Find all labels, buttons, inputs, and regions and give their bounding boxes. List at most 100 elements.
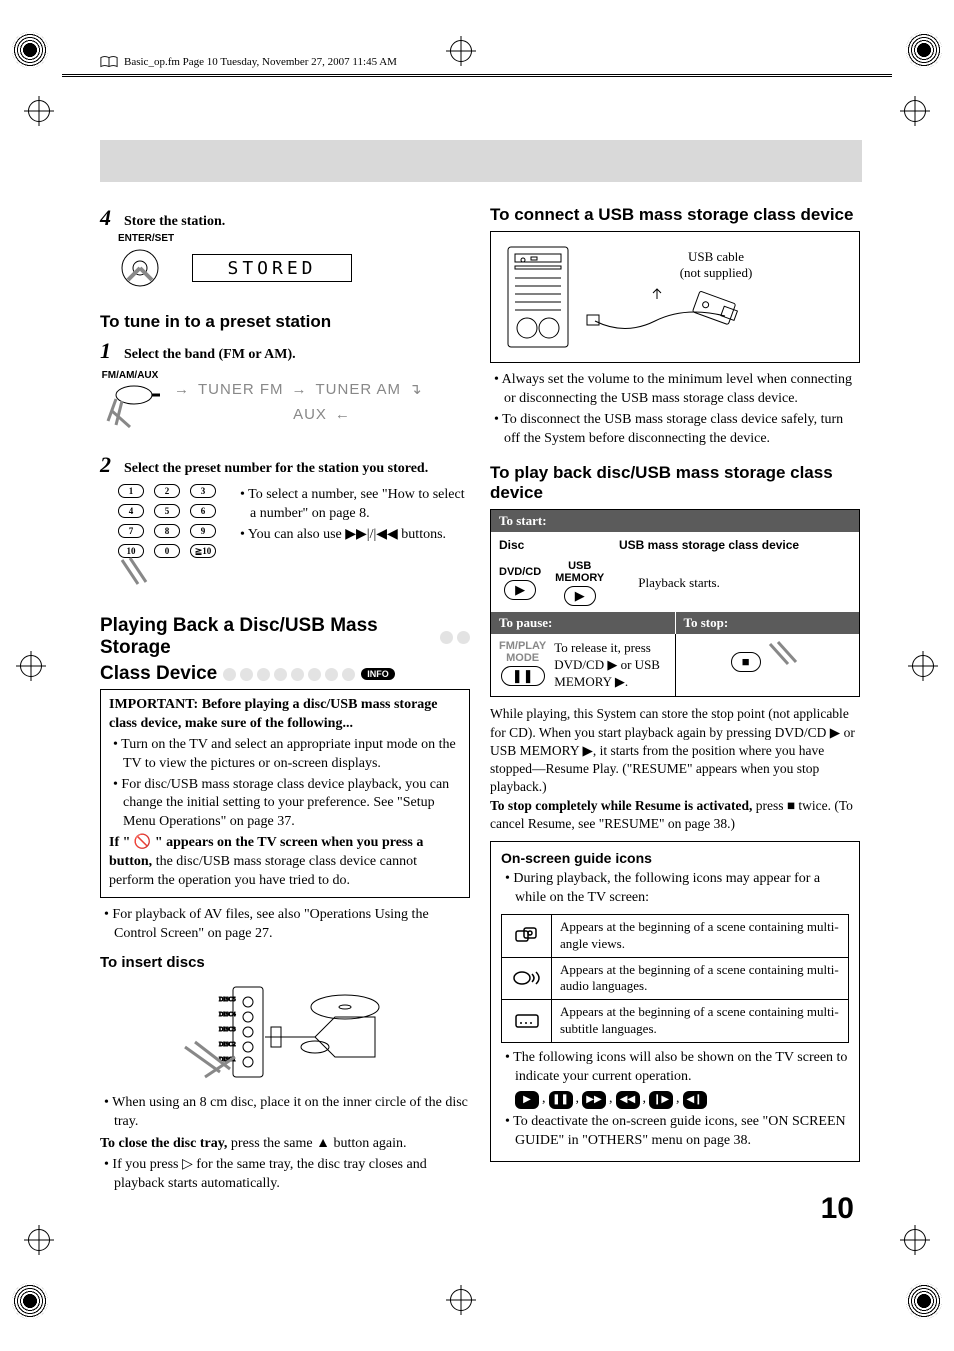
guide-desc: Appears at the beginning of a scene cont… (552, 1000, 848, 1042)
keypad-4: 4 (118, 504, 144, 518)
bullet-text: To select a number, see "How to select a… (236, 486, 470, 524)
step-back-icon: ◀❙ (683, 1091, 707, 1109)
print-reg-cross (904, 1229, 926, 1251)
col-usb: USB mass storage class device (619, 538, 799, 552)
keypad-7: 7 (118, 524, 144, 538)
table-header-start: To start: (491, 510, 859, 532)
rw-icon: ◀◀ (616, 1091, 640, 1109)
usb-cable-icon (585, 281, 755, 341)
step-text: Select the preset number for the station… (124, 461, 428, 477)
page-header: Basic_op.fm Page 10 Tuesday, November 27… (100, 55, 397, 69)
resume-note-2: To stop completely while Resume is activ… (490, 797, 860, 833)
print-reg-cross (450, 40, 472, 62)
svg-text:DISC5: DISC5 (219, 997, 236, 1003)
section-tune-preset: To tune in to a preset station (100, 312, 470, 332)
print-reg-cross (20, 655, 42, 677)
guide-icon-table: Appears at the beginning of a scene cont… (501, 914, 849, 1043)
eject-icon: ▲ (316, 1136, 330, 1151)
keypad-2: 2 (154, 484, 180, 498)
remote-outline-icon (764, 640, 804, 666)
playback-starts-text: Playback starts. (618, 575, 851, 591)
disc-tray-illustration: DISC5DISC4DISC3DISC2DISC1 (175, 977, 395, 1087)
section-playback-disc-usb: To play back disc/USB mass storage class… (490, 463, 860, 503)
pause-icon: ❚❚ (501, 666, 545, 686)
prohibit-icon: 🚫 (134, 835, 151, 850)
header-rule (62, 76, 892, 77)
print-reg-cross (450, 1289, 472, 1311)
stop-cell: ■ (676, 634, 860, 697)
multi-subtitle-icon (502, 1000, 552, 1042)
bullet-text: To disconnect the USB mass storage class… (490, 411, 860, 449)
keypad-5: 5 (154, 504, 180, 518)
prohibit-note: If " 🚫 " appears on the TV screen when y… (109, 834, 461, 891)
print-reg-circle (906, 32, 942, 68)
bullet-text: If you press ▷ for the same tray, the di… (100, 1156, 470, 1194)
pause-cell: FM/PLAY MODE ❚❚ To release it, press DVD… (491, 634, 676, 697)
pause-icon: ❚❚ (549, 1091, 573, 1109)
step-fwd-icon: ❙▶ (649, 1091, 673, 1109)
print-reg-circle (12, 32, 48, 68)
onscreen-guide-box: On-screen guide icons During playback, t… (490, 841, 860, 1162)
important-title: IMPORTANT: Before playing a disc/USB mas… (109, 696, 461, 734)
remote-label-fmamaux: FM/AM/AUX (100, 370, 160, 381)
remote-label-enter-set: ENTER/SET (118, 233, 470, 244)
lcd-stored: STORED (192, 254, 352, 282)
remote-keypad: 1 2 3 4 5 6 7 8 9 10 0 ≧10 (118, 484, 216, 558)
label-usbmemory: USB MEMORY (555, 560, 604, 584)
play-icon: ▶ (564, 586, 596, 606)
multi-angle-icon (502, 915, 552, 957)
multi-audio-icon (502, 958, 552, 1000)
svg-text:DISC2: DISC2 (219, 1042, 236, 1048)
playback-heading-2: Class Device INFO (100, 663, 470, 685)
guide-desc: Appears at the beginning of a scene cont… (552, 915, 848, 957)
usb-cable-caption: USB cable (not supplied) (585, 249, 847, 281)
bullet-text: During playback, the following icons may… (501, 870, 849, 908)
guide-title: On-screen guide icons (501, 850, 849, 866)
section-connect-usb: To connect a USB mass storage class devi… (490, 205, 860, 225)
bullet-text: Always set the volume to the minimum lev… (490, 371, 860, 409)
playback-table: To start: DiscUSB mass storage class dev… (490, 509, 860, 698)
print-reg-cross (28, 100, 50, 122)
bullet-text: For disc/USB mass storage class device p… (109, 776, 461, 833)
bullet-text: You can also use ▶▶|/|◀◀ buttons. (236, 526, 470, 545)
col-disc: Disc (499, 538, 619, 552)
info-badge: INFO (361, 668, 395, 680)
remote-button-icon (100, 381, 160, 435)
keypad-3: 3 (190, 484, 216, 498)
bullet-text: The following icons will also be shown o… (501, 1049, 849, 1087)
label-fmplaymode: FM/PLAY MODE (499, 640, 546, 664)
remote-dpad-icon (118, 246, 162, 290)
release-text: To release it, press DVD/CD ▶ or USB MEM… (554, 640, 666, 691)
usb-diagram: USB cable (not supplied) (490, 231, 860, 363)
system-unit-icon (503, 242, 573, 352)
print-reg-cross (912, 655, 934, 677)
resume-note: While playing, this System can store the… (490, 705, 860, 796)
open-book-icon (100, 55, 118, 69)
header-rule (62, 74, 892, 75)
step-text: Select the band (FM or AM). (124, 347, 296, 363)
keypad-1: 1 (118, 484, 144, 498)
keypad-6: 6 (190, 504, 216, 518)
step-text: Store the station. (124, 214, 225, 230)
keypad-gte10: ≧10 (190, 544, 216, 558)
close-tray-note: To close the disc tray, press the same ▲… (100, 1135, 470, 1154)
tuner-flow: → TUNER FM → TUNER AM ↴ AUX← (174, 380, 470, 423)
bullet-text: To deactivate the on-screen guide icons,… (501, 1113, 849, 1151)
print-reg-circle (906, 1283, 942, 1319)
bullet-text: For playback of AV files, see also "Oper… (100, 906, 470, 944)
left-column: 4 Store the station. ENTER/SET STORED To… (100, 140, 470, 1196)
keypad-8: 8 (154, 524, 180, 538)
print-reg-circle (12, 1283, 48, 1319)
important-box: IMPORTANT: Before playing a disc/USB mas… (100, 689, 470, 898)
label-dvdcd: DVD/CD (499, 566, 541, 578)
play-icon: ▶ (504, 580, 536, 600)
right-column: To connect a USB mass storage class devi… (490, 140, 860, 1196)
play-icon: ▶ (515, 1091, 539, 1109)
step-number: 2 (100, 452, 118, 478)
step-number: 4 (100, 205, 118, 231)
step-number: 1 (100, 338, 118, 364)
keypad-9: 9 (190, 524, 216, 538)
bullet-text: Turn on the TV and select an appropriate… (109, 736, 461, 774)
bullet-text: When using an 8 cm disc, place it on the… (100, 1094, 470, 1132)
transport-icons: ▶, ❚❚, ▶▶, ◀◀, ❙▶, ◀❙ (515, 1091, 849, 1109)
